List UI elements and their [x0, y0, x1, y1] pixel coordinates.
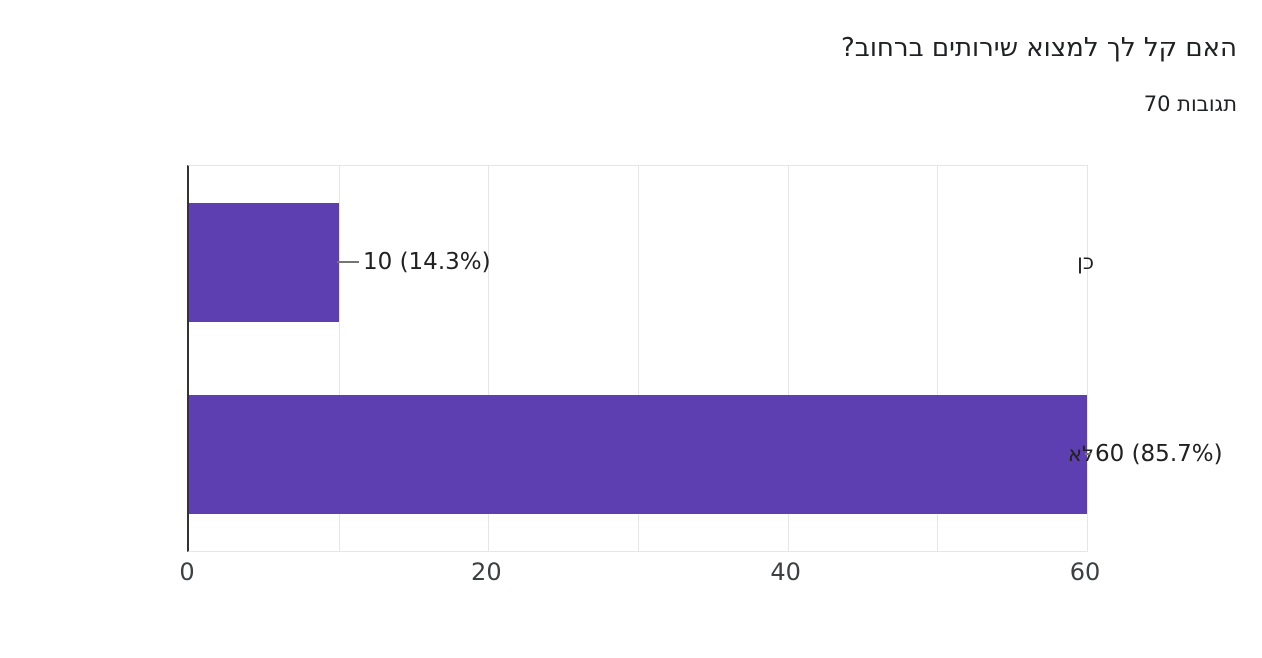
plot-area: [187, 165, 1088, 552]
gridline: [339, 166, 340, 551]
value-annotation: 10 (14.3%): [337, 249, 491, 275]
value-label: 60 (85.7%): [1095, 440, 1223, 467]
x-tick-label: 40: [770, 558, 801, 586]
responses-count: 70 תגובות: [1143, 92, 1237, 116]
gridline: [638, 166, 639, 551]
value-connector-line: [337, 260, 359, 263]
gridline: [788, 166, 789, 551]
bar-לא[interactable]: [189, 395, 1087, 514]
category-label: כן: [1077, 249, 1094, 274]
x-tick-label: 60: [1069, 558, 1101, 586]
x-tick-label: 20: [471, 558, 502, 586]
gridline: [488, 166, 489, 551]
x-tick-label: 0: [179, 558, 195, 586]
question-title: האם קל לך למצוא שירותים ברחוב?: [841, 33, 1237, 63]
value-label: 10 (14.3%): [363, 248, 491, 275]
value-annotation: 60 (85.7%): [1085, 441, 1223, 467]
value-connector-line: [1085, 452, 1091, 455]
bar-כן[interactable]: [189, 203, 339, 322]
gridline: [937, 166, 938, 551]
